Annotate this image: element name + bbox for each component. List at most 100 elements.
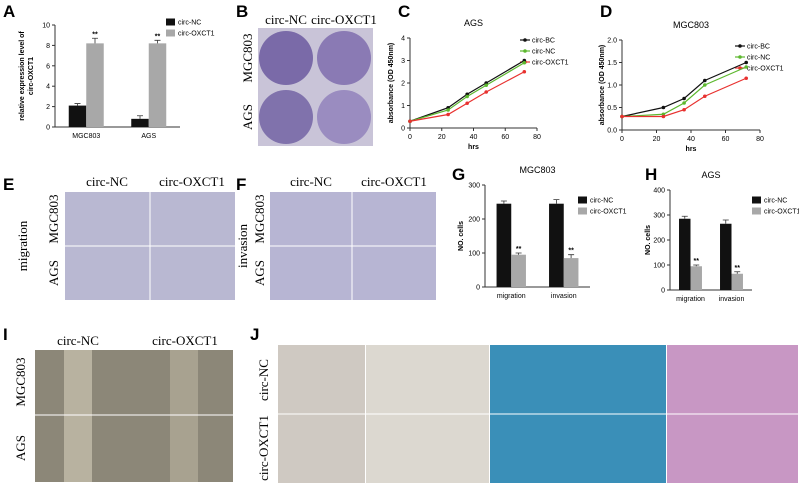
error-bar <box>568 254 575 259</box>
y-tick-label: 4 <box>46 84 50 91</box>
x-tick-label: 40 <box>470 134 478 141</box>
column-label: circ-NC <box>57 333 99 348</box>
annotation: ** <box>155 33 161 40</box>
y-tick-label: 2 <box>46 104 50 111</box>
panel-label: J <box>250 325 259 344</box>
bar <box>679 218 691 290</box>
y-tick-label: 100 <box>653 263 665 270</box>
x-tick-label: 20 <box>438 134 446 141</box>
x-axis-label: hrs <box>468 144 479 151</box>
legend-label: circ-NC <box>764 198 787 205</box>
y-tick-label: 2.0 <box>607 38 617 45</box>
point <box>522 60 527 65</box>
point <box>408 119 412 124</box>
y-tick-label: 200 <box>653 238 665 245</box>
y-tick-label: 0 <box>661 288 665 295</box>
bar <box>86 43 104 127</box>
row-label: AGS <box>46 260 61 286</box>
wound-gap <box>64 350 92 482</box>
legend-swatch <box>166 18 175 26</box>
y-tick-label: 6 <box>46 63 50 70</box>
legend-label: circ-BC <box>532 38 555 45</box>
panel-label: B <box>236 2 248 21</box>
y-tick-label: 3 <box>401 58 405 65</box>
x-tick-label: invasion <box>551 293 577 300</box>
well <box>259 90 313 144</box>
row-label: MGC803 <box>252 194 267 243</box>
legend-label: circ-OXCT1 <box>590 209 627 216</box>
well <box>317 31 371 85</box>
line <box>409 62 525 122</box>
y-tick-label: 1.0 <box>607 83 617 90</box>
bar <box>720 223 732 290</box>
point <box>484 90 489 94</box>
point <box>703 83 707 87</box>
y-tick-label: 8 <box>46 43 50 50</box>
assay-label: migration <box>15 220 30 271</box>
row-label: AGS <box>252 260 267 286</box>
y-tick-label: 1.5 <box>607 60 617 67</box>
legend-label: circ-OXCT1 <box>764 209 799 216</box>
y-tick-label: 0 <box>46 125 50 132</box>
error-bar <box>681 215 688 219</box>
point <box>620 114 624 119</box>
point <box>522 69 527 74</box>
bar <box>511 254 526 287</box>
point <box>446 112 450 117</box>
y-axis-label: NO. cells <box>645 225 652 255</box>
error-bar <box>722 219 729 224</box>
y-tick-label: 300 <box>653 213 665 220</box>
panel-label: I <box>3 325 8 344</box>
legend-label: circ-NC <box>590 198 613 205</box>
column-label: circ-NC <box>265 12 307 27</box>
annotation: ** <box>92 31 98 38</box>
legend-label: circ-OXCT1 <box>747 66 784 73</box>
photos <box>35 28 798 483</box>
error-bar <box>92 37 98 44</box>
y-tick-label: 400 <box>653 188 665 195</box>
error-bar <box>74 103 81 106</box>
x-tick-label: migration <box>676 296 705 303</box>
point <box>446 108 450 112</box>
legend-swatch <box>166 29 175 37</box>
x-tick-label: invasion <box>719 296 745 303</box>
panel-label: C <box>398 2 410 21</box>
well <box>259 31 313 85</box>
x-tick-label: 0 <box>408 134 412 141</box>
bar <box>549 203 564 287</box>
legend-label: circ-NC <box>747 55 770 62</box>
chart-title: MGC803 <box>673 20 709 30</box>
point <box>703 78 707 83</box>
annotation: ** <box>694 258 700 265</box>
point <box>682 101 686 105</box>
chart-title: AGS <box>464 18 483 28</box>
bar <box>563 258 579 287</box>
bar <box>690 266 702 290</box>
error-bar <box>553 199 560 204</box>
legend-label: circ-OXCT1 <box>532 60 569 67</box>
error-bar <box>137 115 143 119</box>
y-tick-label: 300 <box>468 183 480 190</box>
error-bar <box>515 252 522 255</box>
legend-swatch <box>523 38 527 42</box>
x-tick-label: 80 <box>756 136 764 143</box>
y-axis-label: absorbance (OD 450nm) <box>599 45 606 126</box>
bar <box>148 43 167 127</box>
chart-title: AGS <box>701 170 720 180</box>
y-tick-label: 100 <box>468 251 480 258</box>
row-label: circ-NC <box>256 359 271 401</box>
point <box>484 83 489 88</box>
point <box>703 94 707 99</box>
y-tick-label: 4 <box>401 36 405 43</box>
panel-label: A <box>3 2 15 21</box>
point <box>744 76 748 81</box>
point <box>682 96 686 101</box>
panel-label: D <box>600 2 612 21</box>
bar <box>731 273 743 290</box>
chart-title: MGC803 <box>519 165 555 175</box>
well <box>317 90 371 144</box>
row-label: circ-OXCT1 <box>256 415 271 481</box>
error-bar <box>734 271 741 274</box>
legend-label: circ-NC <box>178 20 201 27</box>
